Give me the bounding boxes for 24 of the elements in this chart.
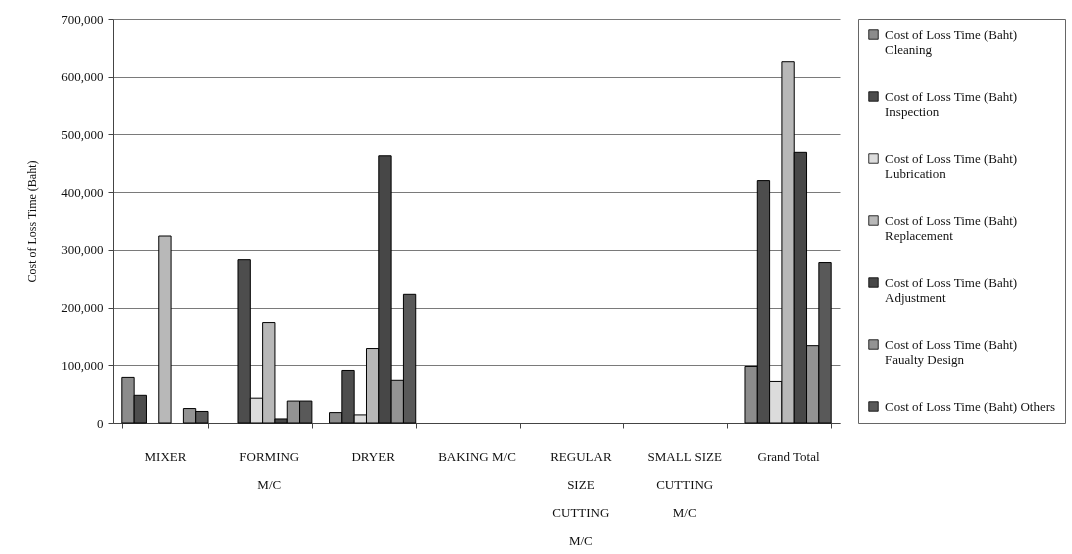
- x-tick-label: BAKING M/C: [438, 448, 516, 464]
- y-tick-label: 0: [97, 415, 104, 431]
- legend-label: Cost of Loss Time (Baht) Replacement: [885, 212, 1018, 243]
- y-axis-title: Cost of Loss Time (Baht): [25, 160, 40, 283]
- x-tick-label: Grand Total: [757, 448, 820, 464]
- y-tick-label: 700,000: [61, 11, 104, 27]
- legend-label: Cost of Loss Time (Baht) Adjustment: [885, 274, 1018, 305]
- x-tick-label: MIXER: [144, 448, 187, 464]
- legend-label: Cost of Loss Time (Baht) Cleaning: [885, 26, 1018, 57]
- y-tick-label: 200,000: [61, 300, 104, 316]
- y-tick-label: 100,000: [61, 357, 104, 373]
- legend-label: Cost of Loss Time (Baht) Lubrication: [885, 150, 1018, 181]
- x-tick-label: SMALL SIZE CUTTING M/C: [647, 448, 722, 520]
- x-tick-label: REGULAR SIZE CUTTING M/C: [550, 448, 612, 548]
- legend-label: Cost of Loss Time (Baht) Faualty Design: [885, 336, 1018, 367]
- legend-label: Cost of Loss Time (Baht) Inspection: [885, 88, 1018, 119]
- y-tick-label: 600,000: [61, 69, 104, 85]
- y-tick-label: 500,000: [61, 126, 104, 142]
- legend-label: Cost of Loss Time (Baht) Others: [885, 398, 1056, 414]
- y-tick-label: 300,000: [61, 242, 104, 258]
- x-tick-label: FORMING M/C: [239, 448, 300, 492]
- x-tick-label: DRYER: [351, 448, 396, 464]
- bar: [158, 235, 172, 424]
- y-tick-label: 400,000: [61, 184, 104, 200]
